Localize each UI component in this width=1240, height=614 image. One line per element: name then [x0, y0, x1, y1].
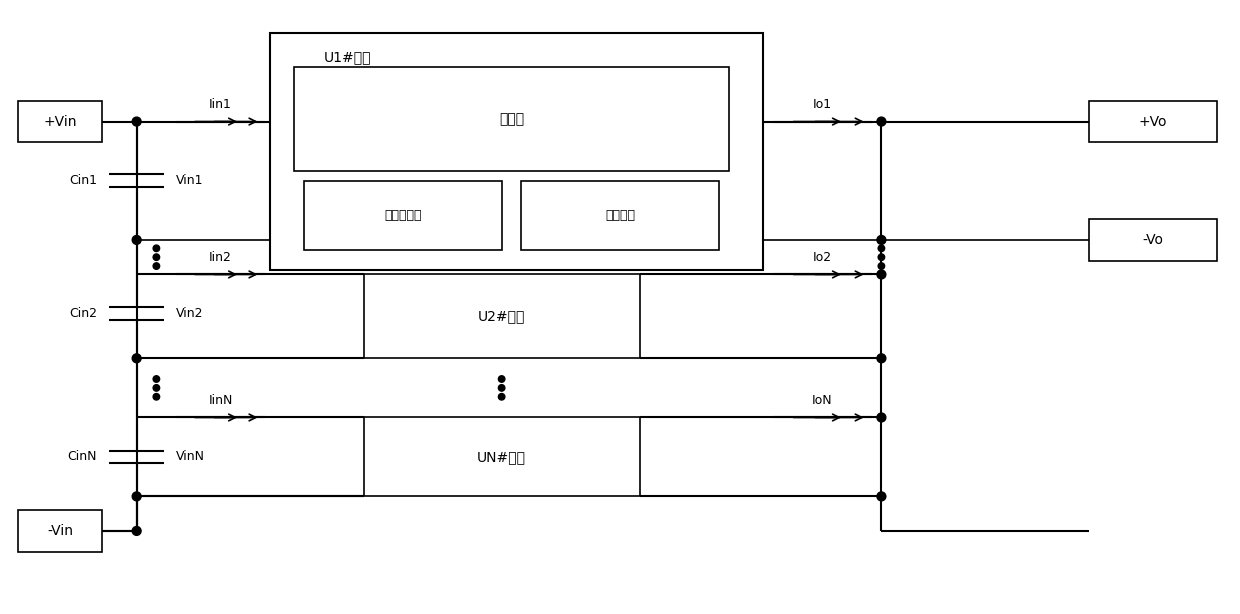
- Text: IoN: IoN: [812, 394, 832, 407]
- Text: Cin1: Cin1: [69, 174, 97, 187]
- Circle shape: [153, 245, 160, 252]
- Text: -Vin: -Vin: [47, 524, 73, 538]
- Text: Io1: Io1: [812, 98, 832, 111]
- Text: Cin2: Cin2: [69, 308, 97, 321]
- Circle shape: [133, 492, 141, 501]
- Bar: [363, 274, 640, 359]
- Bar: [1089, 219, 1216, 260]
- Bar: [270, 33, 763, 270]
- Circle shape: [498, 376, 505, 383]
- Text: Vin1: Vin1: [176, 174, 203, 187]
- Text: 功率级: 功率级: [498, 112, 525, 126]
- Text: U2#模块: U2#模块: [477, 309, 526, 324]
- Circle shape: [878, 263, 884, 270]
- Text: +Vin: +Vin: [43, 115, 77, 128]
- Text: -Vo: -Vo: [1142, 233, 1163, 247]
- Circle shape: [133, 354, 141, 363]
- Text: UN#模块: UN#模块: [477, 450, 526, 464]
- Bar: [521, 181, 719, 250]
- Circle shape: [877, 236, 885, 244]
- Circle shape: [153, 394, 160, 400]
- Text: Io2: Io2: [812, 251, 832, 264]
- Circle shape: [877, 117, 885, 126]
- Text: Vin2: Vin2: [176, 308, 203, 321]
- Bar: [19, 101, 102, 142]
- Bar: [304, 181, 502, 250]
- Bar: [294, 68, 729, 171]
- Circle shape: [153, 376, 160, 383]
- Text: VinN: VinN: [176, 451, 205, 464]
- Text: 反馈控制: 反馈控制: [605, 209, 635, 222]
- Text: 占空比限制: 占空比限制: [384, 209, 422, 222]
- Bar: [1089, 101, 1216, 142]
- Text: IinN: IinN: [208, 394, 233, 407]
- Circle shape: [133, 236, 141, 244]
- Circle shape: [877, 413, 885, 422]
- Circle shape: [498, 384, 505, 391]
- Circle shape: [877, 492, 885, 501]
- Circle shape: [153, 384, 160, 391]
- Text: U1#模块: U1#模块: [324, 50, 372, 64]
- Text: Iin1: Iin1: [210, 98, 232, 111]
- Bar: [19, 510, 102, 551]
- Circle shape: [153, 254, 160, 260]
- Circle shape: [877, 354, 885, 363]
- Circle shape: [498, 394, 505, 400]
- Circle shape: [878, 254, 884, 260]
- Text: CinN: CinN: [68, 451, 97, 464]
- Circle shape: [153, 263, 160, 270]
- Circle shape: [133, 526, 141, 535]
- Circle shape: [133, 117, 141, 126]
- Text: Iin2: Iin2: [210, 251, 232, 264]
- Circle shape: [877, 270, 885, 279]
- Bar: [363, 418, 640, 496]
- Circle shape: [878, 245, 884, 252]
- Text: +Vo: +Vo: [1138, 115, 1167, 128]
